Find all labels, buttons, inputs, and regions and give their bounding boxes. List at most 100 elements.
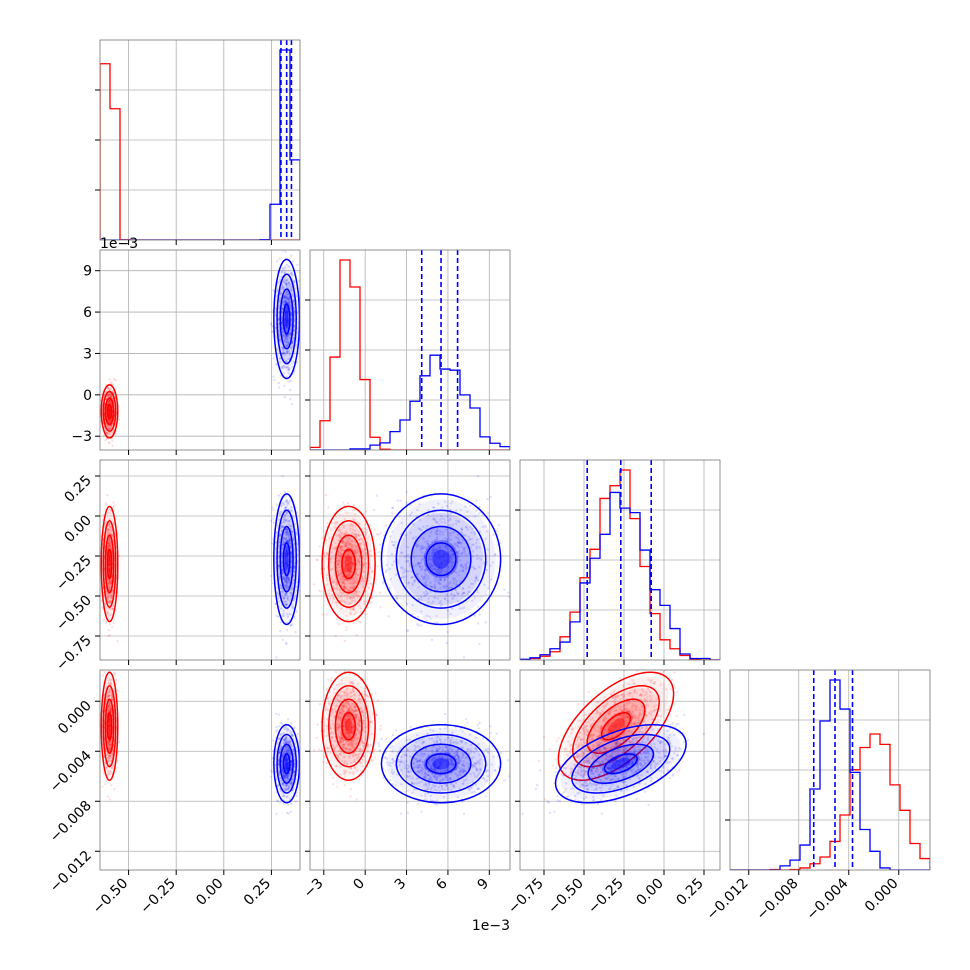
scatter-point <box>295 295 299 298</box>
contour-line <box>106 404 113 419</box>
density-fill <box>108 407 111 416</box>
scatter-point <box>107 395 110 398</box>
scatter-point <box>284 557 287 561</box>
scatter-point <box>280 562 284 565</box>
scatter-point <box>282 614 285 618</box>
scatter-point <box>275 656 278 659</box>
scatter-point <box>285 313 288 317</box>
scatter-point <box>289 304 292 307</box>
density-fill <box>108 555 111 573</box>
scatter-point <box>107 517 111 521</box>
scatter-point <box>106 598 110 601</box>
scatter-point <box>283 596 286 599</box>
scatter-point <box>278 357 281 360</box>
scatter-point <box>108 418 112 422</box>
scatter-point <box>279 583 283 587</box>
scatter-point <box>107 524 110 527</box>
scatter-point <box>370 596 374 600</box>
scatter-point <box>283 384 286 388</box>
contour-line <box>104 534 115 594</box>
scatter-point <box>280 510 283 513</box>
scatter-point <box>284 532 288 535</box>
scatter-point <box>108 399 111 402</box>
scatter-point <box>108 538 111 542</box>
scatter-point <box>282 351 286 355</box>
scatter-point <box>477 512 480 515</box>
scatter-point <box>286 501 289 504</box>
scatter-point <box>379 532 382 535</box>
density-fill <box>280 526 294 592</box>
scatter-point <box>109 583 112 586</box>
scatter-point <box>108 525 112 529</box>
scatter-point <box>286 586 289 590</box>
density-fill <box>284 549 289 569</box>
scatter-point <box>339 599 342 602</box>
scatter-point <box>396 499 399 502</box>
scatter-point <box>107 427 111 431</box>
scatter-point <box>106 425 110 428</box>
scatter-point <box>108 400 111 404</box>
scatter-point <box>108 413 111 417</box>
scatter-point <box>108 580 111 584</box>
scatter-point <box>286 583 289 587</box>
scatter-point <box>287 281 290 285</box>
scatter-point <box>347 556 351 559</box>
scatter-point <box>282 364 286 368</box>
scatter-point <box>108 607 111 610</box>
scatter-point <box>287 368 290 372</box>
scatter-point <box>283 513 286 516</box>
scatter-point <box>338 554 341 557</box>
scatter-point <box>108 407 111 411</box>
scatter-point <box>287 265 291 268</box>
scatter-point <box>285 325 288 328</box>
scatter-point <box>107 412 111 415</box>
scatter-point <box>296 263 299 267</box>
scatter-point <box>108 432 111 436</box>
scatter-point <box>108 567 111 571</box>
scatter-point <box>109 381 112 385</box>
scatter-point <box>284 312 288 315</box>
scatter-point <box>111 383 114 386</box>
scatter-point <box>339 554 342 558</box>
scatter-point <box>320 590 323 593</box>
scatter-point <box>282 576 285 579</box>
scatter-point <box>350 521 353 525</box>
scatter-point <box>282 577 285 581</box>
scatter-point <box>110 607 114 611</box>
scatter-point <box>364 533 368 536</box>
scatter-point <box>107 528 110 532</box>
scatter-point <box>107 559 111 562</box>
scatter-point <box>284 312 288 315</box>
scatter-point <box>293 556 297 560</box>
scatter-point <box>503 588 506 591</box>
scatter-point <box>281 243 283 245</box>
scatter-point <box>391 506 394 510</box>
scatter-point <box>280 326 284 329</box>
scatter-point <box>492 533 495 536</box>
scatter-point <box>292 599 296 602</box>
scatter-point <box>293 324 296 327</box>
scatter-point <box>284 533 288 537</box>
scatter-point <box>285 548 289 551</box>
scatter-point <box>107 400 110 403</box>
scatter-point <box>294 631 297 634</box>
scatter-point <box>287 282 291 285</box>
scatter-point <box>277 307 281 310</box>
scatter-point <box>287 519 291 522</box>
scatter-point <box>321 613 325 616</box>
contour-line <box>276 509 298 609</box>
scatter-point <box>288 372 291 376</box>
scatter-point <box>287 281 291 284</box>
scatter-point <box>111 390 114 393</box>
scatter-point <box>294 287 298 290</box>
scatter-point <box>331 585 335 588</box>
scatter-point <box>289 509 292 513</box>
scatter-point <box>108 540 111 543</box>
scatter-point <box>284 603 288 606</box>
scatter-point <box>291 260 295 263</box>
scatter-point <box>108 562 111 565</box>
scatter-point <box>286 551 290 554</box>
scatter-point <box>284 537 287 540</box>
scatter-point <box>289 624 292 627</box>
scatter-point <box>109 393 112 396</box>
